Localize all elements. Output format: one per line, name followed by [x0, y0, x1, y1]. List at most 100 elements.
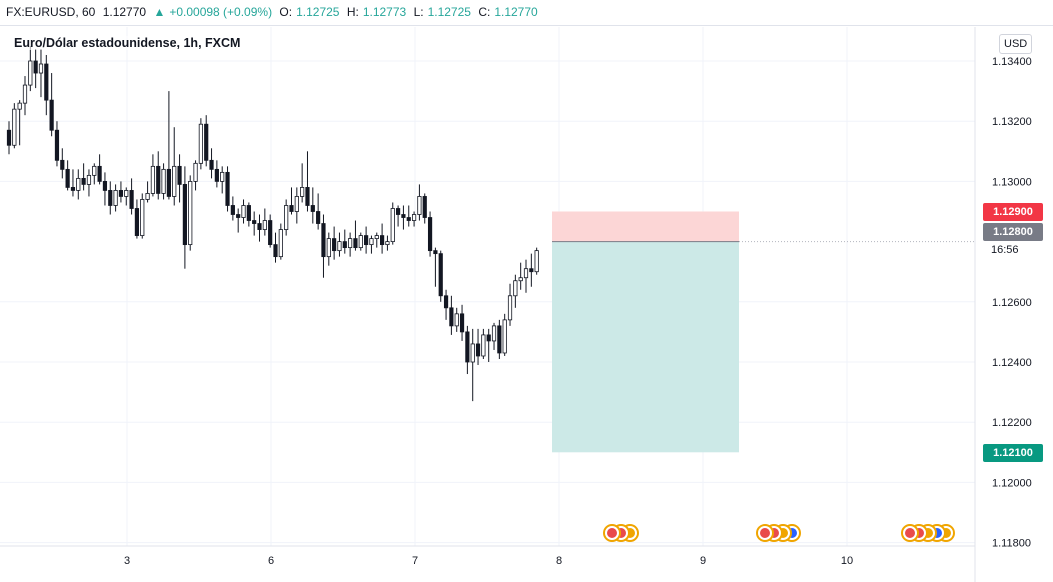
candle-body	[129, 190, 134, 209]
candle-body	[348, 238, 353, 249]
candle-body	[33, 60, 38, 74]
price-tick-label: 1.12400	[992, 357, 1032, 369]
candle-body	[252, 220, 257, 224]
up-arrow-icon: ▲	[153, 5, 166, 19]
candle-body	[65, 168, 70, 188]
candle-body	[92, 165, 97, 176]
candle-body	[374, 235, 379, 239]
candle-body	[497, 325, 502, 354]
candle-body	[156, 165, 161, 194]
price-axis: 1.13400 1.13200 1.13000 1.12600 1.12400 1.122…	[992, 56, 1032, 550]
candle-body	[353, 238, 358, 249]
candle-body	[262, 220, 267, 230]
bar-countdown: 16:56	[991, 244, 1019, 256]
candle-body	[534, 250, 539, 273]
candle-body	[427, 217, 433, 252]
candle-body	[182, 184, 187, 246]
candle-body	[220, 171, 225, 182]
candle-body	[54, 129, 60, 161]
candle-body	[369, 238, 374, 246]
candle-body	[188, 180, 193, 246]
candle-body	[49, 99, 54, 131]
candle-body	[198, 123, 203, 164]
candle-body	[81, 177, 86, 185]
candle-body	[118, 190, 124, 197]
event-flag-fill	[760, 528, 770, 538]
candle-body	[284, 205, 289, 230]
candle-body	[443, 295, 449, 309]
candle-body	[300, 187, 305, 197]
candle-body	[481, 334, 486, 357]
candle-body	[406, 217, 411, 221]
candle-body	[454, 313, 459, 327]
time-axis: 3 6 7 8 9 10	[124, 555, 853, 567]
candle-body	[241, 205, 246, 218]
event-flag-fill	[607, 528, 617, 538]
take-profit-zone	[552, 241, 739, 453]
time-tick-label: 10	[841, 555, 853, 567]
candle-body	[124, 190, 129, 197]
candle-body	[438, 253, 443, 297]
candle-body	[268, 220, 273, 246]
event-flag-fill	[905, 528, 915, 538]
candle-body	[358, 235, 363, 249]
price-change: +0.00098 (+0.09%)	[169, 5, 273, 19]
candle-body	[225, 171, 230, 206]
candle-body	[278, 229, 283, 258]
candle-body	[86, 174, 92, 185]
candle-body	[177, 165, 182, 185]
candle-body	[257, 223, 262, 230]
stop-price-tag: 1.12900	[983, 203, 1043, 221]
candle-body	[214, 168, 219, 182]
candle-body	[273, 244, 278, 258]
candle-body	[523, 268, 529, 279]
time-tick-label: 9	[700, 555, 706, 567]
candle-body	[209, 159, 214, 170]
currency-button[interactable]: USD	[999, 34, 1033, 54]
time-tick-label: 6	[268, 555, 274, 567]
price-tick-label: 1.13200	[992, 116, 1032, 128]
candle-body	[459, 313, 465, 333]
candle-body	[326, 238, 331, 258]
candle-body	[294, 196, 299, 212]
candle-body	[342, 241, 347, 249]
economic-events	[603, 524, 955, 542]
candle-body	[102, 180, 108, 191]
candle-body	[486, 334, 491, 342]
candle-body	[60, 159, 65, 170]
candle-body	[364, 235, 369, 246]
low-value: 1.12725	[427, 5, 471, 19]
price-tick-label: 1.13400	[992, 56, 1032, 68]
candle-body	[401, 214, 406, 218]
candle-body	[6, 129, 12, 146]
candle-body	[507, 295, 513, 321]
candle-body	[108, 190, 113, 206]
candle-body	[465, 331, 470, 363]
candle-body	[529, 268, 534, 273]
candle-body	[172, 165, 177, 197]
candle-body	[166, 168, 171, 197]
high-label: H:	[346, 5, 359, 19]
candle-body	[411, 214, 417, 221]
stop-loss-zone	[552, 211, 739, 242]
price-tick-label: 1.13000	[992, 176, 1032, 188]
candle-body	[417, 196, 422, 215]
candle-body	[76, 177, 81, 191]
candle-body	[379, 235, 385, 246]
candle-body	[70, 187, 76, 191]
candle-body	[134, 208, 140, 236]
candle-body	[204, 123, 209, 161]
entry-price-tag: 1.12800	[983, 223, 1043, 241]
price-chart[interactable]: 1.13400 1.13200 1.13000 1.12600 1.12400 1.122…	[0, 27, 1053, 582]
candle-body	[161, 168, 166, 194]
open-value: 1.12725	[296, 5, 340, 19]
time-tick-label: 7	[412, 555, 418, 567]
price-tick-label: 1.12200	[992, 417, 1032, 429]
candle-body	[310, 205, 315, 212]
symbol-label[interactable]: FX:EURUSD, 60	[6, 5, 96, 19]
last-price: 1.12770	[102, 5, 147, 19]
candle-body	[337, 241, 342, 252]
candle-body	[193, 162, 198, 182]
candle-body	[390, 208, 395, 243]
candle-body	[230, 205, 235, 215]
